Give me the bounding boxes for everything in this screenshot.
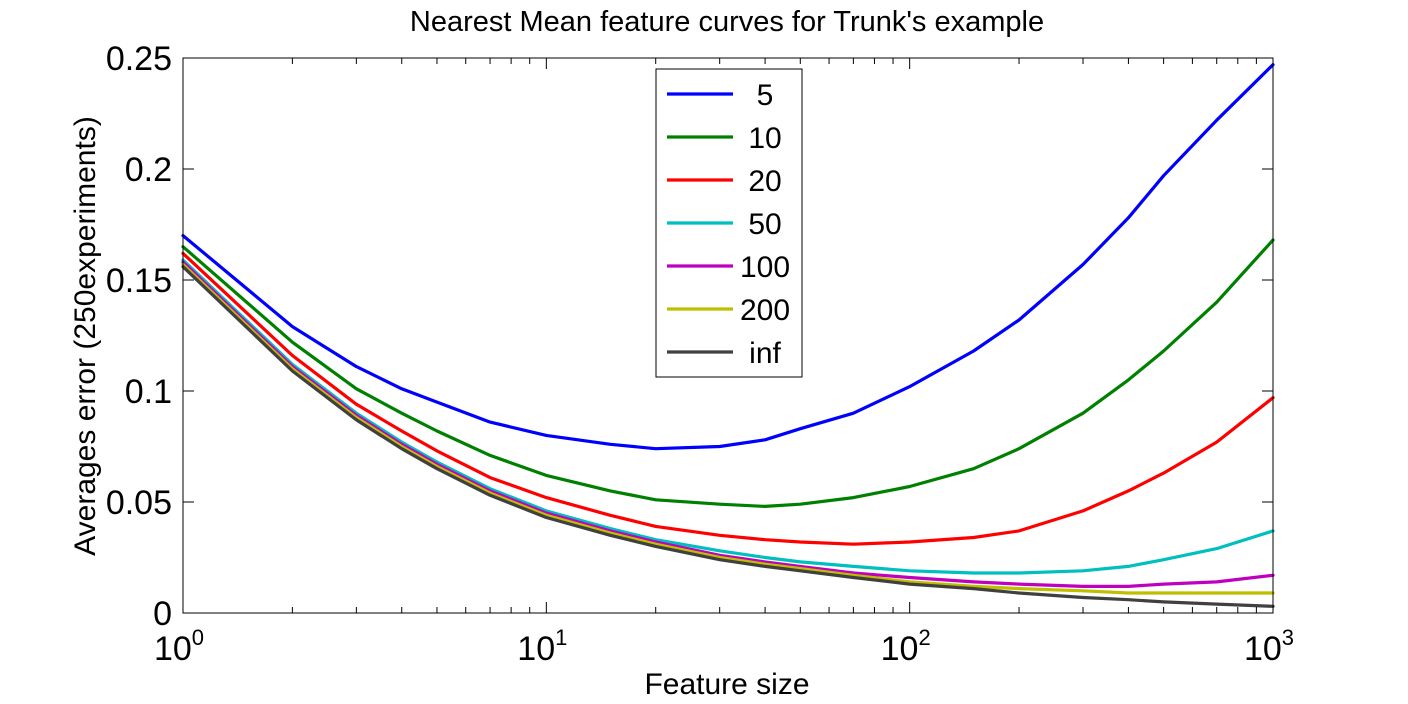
y-tick-label: 0.1 xyxy=(125,373,172,411)
series-line-200 xyxy=(181,262,1275,595)
x-tick-label: 101 xyxy=(517,625,567,668)
x-tick-label: 100 xyxy=(154,625,204,668)
x-tick-label: 102 xyxy=(881,625,931,668)
series-lines xyxy=(181,63,1275,608)
series-line-10 xyxy=(181,238,1275,508)
legend-label-inf: inf xyxy=(749,337,781,370)
series-line-20 xyxy=(181,251,1275,546)
plot-frame xyxy=(182,57,1274,614)
legend-label-5: 5 xyxy=(757,79,774,112)
axis-ticks: 100 101 102 103 0 0.05 0.1 0.15 0.2 0.25 xyxy=(106,40,1294,668)
y-tick-label: 0.05 xyxy=(106,484,172,522)
series-line-100 xyxy=(181,260,1275,589)
y-axis-label: Averages error (250experiments) xyxy=(69,116,102,556)
y-tick-label: 0.25 xyxy=(106,40,172,78)
legend-label-100: 100 xyxy=(740,251,790,284)
series-line-5 xyxy=(181,63,1275,451)
chart-title: Nearest Mean feature curves for Trunk's … xyxy=(410,6,1044,38)
series-line-inf xyxy=(181,265,1275,608)
y-tick-label: 0.15 xyxy=(106,262,172,300)
legend: 5 10 20 50 100 200 inf xyxy=(655,68,803,378)
legend-label-20: 20 xyxy=(748,165,781,198)
series-line-50 xyxy=(181,258,1275,575)
legend-label-10: 10 xyxy=(748,122,781,155)
legend-label-200: 200 xyxy=(740,294,790,327)
x-tick-label: 103 xyxy=(1244,625,1294,668)
y-tick-label: 0 xyxy=(153,595,172,633)
legend-label-50: 50 xyxy=(748,208,781,241)
x-axis-label: Feature size xyxy=(644,668,809,701)
y-tick-label: 0.2 xyxy=(125,151,172,189)
